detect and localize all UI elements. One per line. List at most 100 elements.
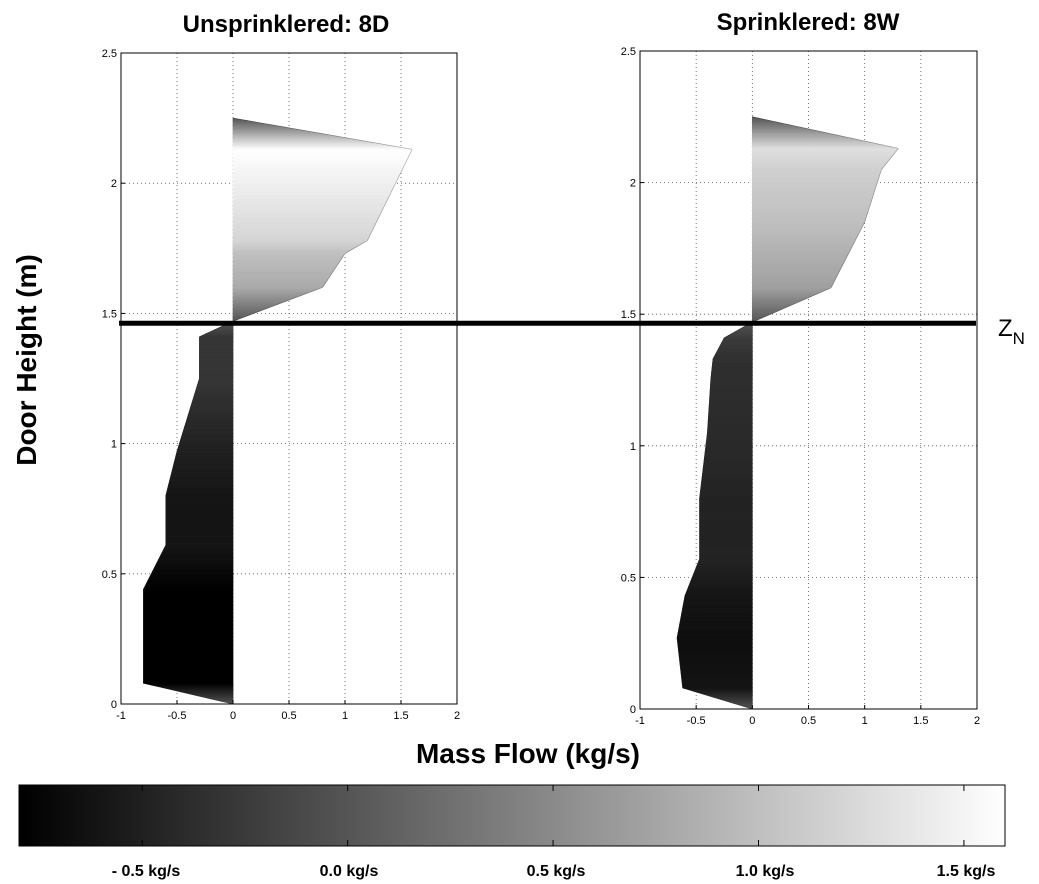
profile-edge	[367, 149, 413, 241]
profile-band	[232, 156, 409, 162]
profile-band	[196, 384, 234, 388]
profile-band	[752, 206, 870, 210]
profile-band	[679, 660, 753, 664]
profile-band	[679, 664, 753, 668]
colorbar-label-0-5: 0.5 kg/s	[527, 863, 586, 880]
profile-edge	[322, 253, 346, 288]
profile-band	[232, 164, 406, 169]
colorbar-label-1-5: 1.5 kg/s	[937, 863, 996, 880]
profile-edge	[143, 682, 234, 705]
profile-band	[752, 169, 882, 172]
profile-band	[165, 528, 234, 532]
profile-band	[699, 489, 753, 494]
profile-band	[189, 405, 234, 410]
profile-edge	[176, 378, 200, 452]
profile-band	[752, 221, 866, 226]
neutral-plane-label-z: Z	[998, 315, 1013, 342]
profile-edge	[752, 116, 899, 149]
profile-edge	[752, 287, 832, 323]
profile-band	[143, 593, 234, 598]
profile-band	[143, 671, 234, 676]
x-tick-label: -1	[635, 715, 645, 727]
x-tick-label: 1	[342, 710, 348, 722]
profile-edge	[165, 451, 178, 496]
profile-band	[704, 451, 753, 455]
profile-band	[194, 390, 234, 394]
profile-band	[710, 384, 753, 387]
profile-band	[232, 213, 381, 218]
profile-band	[232, 194, 391, 200]
colorbar: - 0.5 kg/s 0.0 kg/s 0.5 kg/s 1.0 kg/s 1.…	[18, 784, 1006, 880]
profile-band	[192, 396, 234, 401]
profile-band	[752, 204, 871, 208]
profile-band	[708, 401, 753, 405]
profile-band	[752, 257, 847, 261]
y-tick-label: 0.5	[102, 569, 117, 581]
x-tick-label: -0.5	[168, 710, 187, 722]
profile-band	[701, 478, 753, 483]
profile-band	[699, 548, 753, 552]
profile-band	[699, 541, 753, 545]
profile-band	[232, 152, 411, 158]
profile-band	[165, 505, 234, 509]
profile-band	[699, 551, 753, 555]
profile-band	[177, 445, 234, 449]
profile-band	[184, 423, 234, 428]
profile-band	[699, 510, 753, 514]
profile-band	[165, 538, 234, 542]
profile-band	[704, 454, 753, 458]
profile-band	[752, 246, 853, 250]
profile-band	[165, 511, 234, 515]
x-tick-label: 0.5	[281, 710, 296, 722]
profile-band	[707, 423, 753, 427]
profile-band	[699, 492, 753, 497]
profile-band	[706, 432, 753, 436]
profile-band	[708, 406, 753, 409]
x-tick-label: 2	[454, 710, 460, 722]
profile-band	[143, 616, 234, 621]
profile-band	[190, 402, 234, 407]
profile-band	[143, 589, 234, 594]
profile-band	[702, 465, 753, 469]
x-tick-label: 1.5	[913, 715, 928, 727]
profile-band	[752, 210, 869, 214]
profile-band	[182, 429, 234, 434]
profile-band	[180, 435, 234, 440]
profile-band	[191, 399, 234, 404]
profile-band	[699, 505, 753, 509]
mass-flow-profile	[142, 117, 413, 705]
profile-band	[143, 667, 234, 672]
x-tick-label: 2	[974, 715, 980, 727]
profile-band	[143, 655, 234, 661]
x-tick-label: 1.5	[393, 710, 408, 722]
profile-band	[677, 645, 753, 649]
profile-band	[752, 175, 880, 179]
profile-band	[699, 553, 753, 557]
profile-band	[752, 215, 868, 218]
profile-band	[709, 388, 753, 392]
profile-band	[165, 526, 234, 529]
profile-band	[700, 481, 753, 486]
profile-band	[752, 284, 833, 289]
profile-band	[701, 476, 753, 480]
profile-band	[681, 681, 753, 685]
profile-band	[680, 673, 753, 676]
profile-band	[702, 470, 753, 475]
profile-band	[699, 530, 753, 535]
profile-band	[681, 677, 753, 680]
profile-band	[143, 639, 234, 645]
x-tick-label: 0	[230, 710, 236, 722]
profile-band	[143, 608, 234, 614]
profile-band	[232, 190, 393, 196]
profile-band	[676, 639, 753, 643]
profile-edge	[710, 358, 714, 381]
profile-band	[232, 209, 383, 215]
profile-edge	[864, 169, 882, 223]
profile-band	[677, 648, 753, 651]
profile-band	[682, 685, 753, 689]
profile-band	[752, 260, 846, 264]
profile-band	[707, 427, 753, 431]
profile-band	[752, 208, 870, 212]
neutral-plane-label-subscript: N	[1013, 329, 1025, 348]
profile-band	[752, 251, 850, 256]
